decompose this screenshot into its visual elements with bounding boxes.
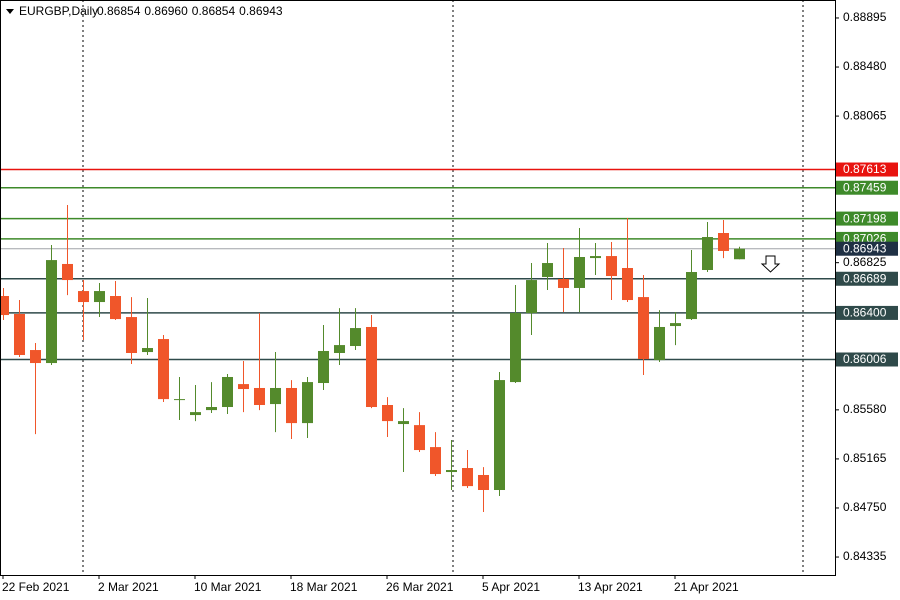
header-value: 0.86960 (144, 4, 188, 18)
candle-body (590, 256, 601, 259)
level-label-bg (836, 162, 898, 177)
menu-triangle[interactable] (6, 9, 14, 14)
level-label-bg (836, 241, 898, 256)
candle-body (382, 405, 393, 422)
plot-frame (0, 0, 836, 576)
header-value: 0.86854 (192, 4, 236, 18)
candle-body (30, 350, 41, 364)
candle-body (510, 313, 521, 383)
y-tick-label: 0.88065 (843, 108, 887, 122)
candle-body (174, 399, 185, 401)
level-label: 0.87613 (843, 162, 887, 176)
x-tick-label: 18 Mar 2021 (290, 580, 358, 594)
x-tick-label: 26 Mar 2021 (386, 580, 454, 594)
candle-body (574, 257, 585, 288)
candle-body (494, 380, 505, 491)
candle-body (366, 326, 377, 408)
header-value: 0.86943 (239, 4, 283, 18)
candle-body (654, 326, 665, 361)
x-tick-label: 2 Mar 2021 (98, 580, 159, 594)
level-label: 0.86689 (843, 271, 887, 285)
chart-title: EURGBP,Daily (19, 4, 98, 18)
candle-body (542, 263, 553, 277)
candle-body (526, 280, 537, 314)
candle-body (158, 339, 169, 400)
candle-body (734, 248, 745, 260)
candle-body (670, 323, 681, 327)
candle-body (398, 421, 409, 425)
candle-body (702, 237, 713, 271)
candle-body (142, 348, 153, 353)
y-tick-label: 0.88895 (843, 10, 887, 24)
x-tick-label: 13 Apr 2021 (578, 580, 643, 594)
candle-body (718, 233, 729, 251)
candle-body (462, 468, 473, 487)
level-label-bg (836, 305, 898, 320)
candle-body (414, 425, 425, 451)
y-tick-label: 0.84335 (843, 549, 887, 563)
candle-body (350, 328, 361, 347)
candle-body (126, 317, 137, 353)
level-label: 0.86400 (843, 306, 887, 320)
x-tick-label: 21 Apr 2021 (674, 580, 739, 594)
candle-body (638, 297, 649, 360)
candle-body (206, 407, 217, 411)
candle-body (270, 387, 281, 405)
level-label-bg (836, 271, 898, 286)
candle-body (318, 350, 329, 384)
candle-body (558, 278, 569, 288)
candle-body (190, 412, 201, 416)
candle-body (686, 272, 697, 320)
candle-body (14, 313, 25, 356)
candle-body (606, 256, 617, 277)
candle-body (254, 387, 265, 406)
x-tick-label: 10 Mar 2021 (194, 580, 262, 594)
candle-body (78, 291, 89, 303)
y-tick-label: 0.85165 (843, 451, 887, 465)
level-label: 0.87198 (843, 211, 887, 225)
candle-body (430, 447, 441, 475)
header-value: 0.86854 (97, 4, 141, 18)
candle-body (622, 267, 633, 301)
y-tick-label: 0.86825 (843, 255, 887, 269)
candle-body (238, 384, 249, 390)
level-label-bg (836, 211, 898, 226)
candle-body (0, 296, 9, 316)
level-label-bg (836, 352, 898, 367)
x-tick-label: 5 Apr 2021 (482, 580, 540, 594)
y-tick-label: 0.85580 (843, 402, 887, 416)
candle-body (446, 470, 457, 473)
y-tick-label: 0.84750 (843, 500, 887, 514)
candle-body (302, 382, 313, 424)
candle-body (334, 345, 345, 353)
candle-body (62, 263, 73, 281)
sell-arrow (760, 255, 781, 273)
candle-body (478, 474, 489, 491)
candle-body (286, 387, 297, 424)
level-label: 0.87459 (843, 180, 887, 194)
level-label: 0.86943 (843, 241, 887, 255)
level-label: 0.86006 (843, 352, 887, 366)
candle-body (94, 291, 105, 303)
candle-body (46, 260, 57, 364)
y-tick-label: 0.88480 (843, 59, 887, 73)
level-label-bg (836, 180, 898, 195)
candle-body (110, 296, 121, 320)
candle-body (222, 376, 233, 408)
x-tick-label: 22 Feb 2021 (2, 580, 70, 594)
